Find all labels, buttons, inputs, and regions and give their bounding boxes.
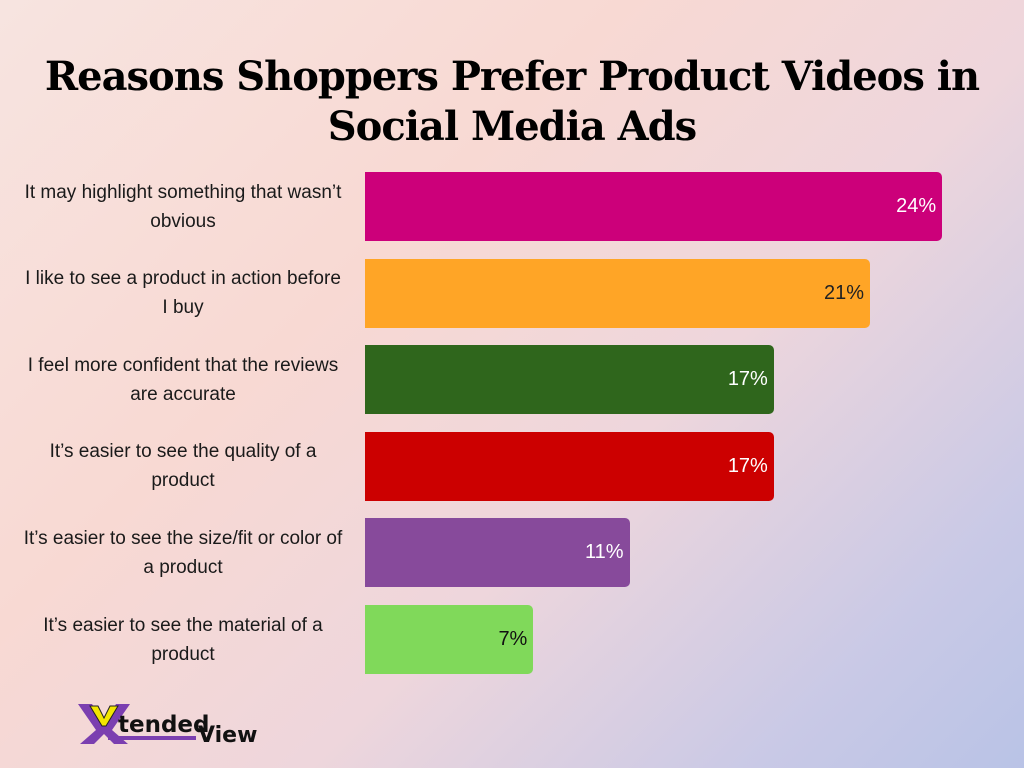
category-label: It’s easier to see the material of a pro… <box>43 614 323 665</box>
value-label: 21% <box>824 281 865 304</box>
chart-title-line-1: Reasons Shoppers Prefer Product Videos i… <box>44 53 980 100</box>
category-label: It’s easier to see the quality of a prod… <box>49 441 317 492</box>
category-label: I like to see a product in action before… <box>25 268 341 319</box>
bar-row: I feel more confident that the reviews a… <box>0 345 1024 415</box>
value-label: 17% <box>727 368 768 391</box>
chart-title-line-2: Social Media Ads <box>327 103 697 150</box>
bar: 21% <box>365 258 871 328</box>
category-label: I feel more confident that the reviews a… <box>27 354 339 405</box>
value-label: 11% <box>585 541 624 564</box>
chart-title: Reasons Shoppers Prefer Product Videos i… <box>0 52 1024 152</box>
value-label: 24% <box>896 195 937 217</box>
xtendedview-logo: tended View <box>78 704 257 746</box>
bar-row: It’s easier to see the quality of a prod… <box>0 431 1024 501</box>
value-label: 7% <box>498 628 528 650</box>
bar: 11% <box>365 518 630 588</box>
bar-row: It’s easier to see the material of a pro… <box>0 605 1024 674</box>
category-label: It’s easier to see the size/fit or color… <box>23 527 343 578</box>
bar-row: I like to see a product in action before… <box>0 258 1024 328</box>
logo-text-view: View <box>198 723 257 746</box>
bar-row: It may highlight something that wasn’t o… <box>0 172 1024 241</box>
category-label: It may highlight something that wasn’t o… <box>24 181 342 232</box>
bar: 17% <box>365 431 774 501</box>
bar: 17% <box>365 345 774 415</box>
bar-row: It’s easier to see the size/fit or color… <box>0 518 1024 588</box>
logo-text-tended: tended <box>118 712 210 738</box>
bar: 24% <box>365 172 943 241</box>
bar: 7% <box>365 605 534 674</box>
value-label: 17% <box>727 454 768 477</box>
